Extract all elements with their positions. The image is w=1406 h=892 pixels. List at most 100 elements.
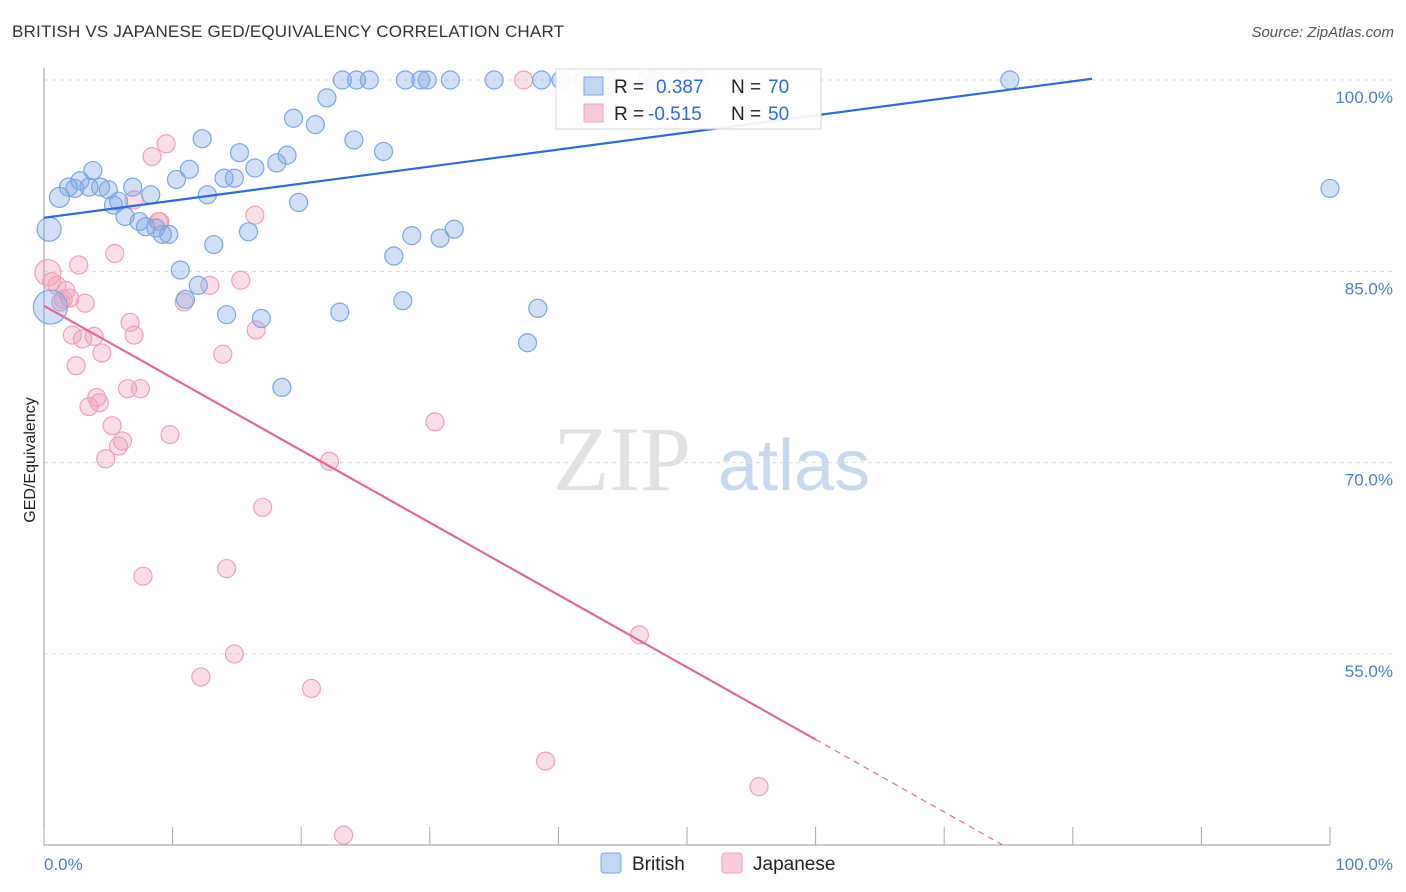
trend-lines [43, 77, 1093, 846]
british-point [267, 153, 287, 173]
british-point [36, 216, 62, 242]
japanese-point [69, 255, 89, 275]
japanese-point [191, 667, 211, 687]
british-point [373, 141, 394, 162]
y-tick-label-100: 100.0% [1335, 88, 1393, 107]
japanese-point [514, 70, 534, 90]
legend-british-r-value: 0.387 [656, 77, 704, 98]
x-tick-label-max: 100.0% [1335, 855, 1393, 874]
british-point [135, 217, 156, 237]
british-point [224, 168, 244, 188]
british-point [317, 88, 337, 108]
japanese-point [105, 243, 125, 264]
japanese-trend-extension [815, 738, 1004, 846]
japanese-point [89, 393, 109, 413]
british-point [444, 219, 464, 239]
british-point [283, 108, 304, 128]
british-trend-line [43, 77, 1093, 219]
watermark-zip: ZIP [553, 408, 691, 510]
japanese-point [319, 451, 340, 471]
watermark-atlas: atlas [718, 426, 870, 506]
bottom-legend-japanese: Japanese [753, 854, 835, 875]
japanese-points [34, 70, 769, 845]
british-point [83, 160, 103, 181]
british-point [289, 192, 309, 213]
british-point [272, 377, 292, 398]
british-point [344, 130, 364, 150]
british-point [238, 222, 259, 242]
british-point [330, 302, 350, 322]
japanese-point [75, 293, 95, 313]
y-tick-labels: 55.0% 70.0% 85.0% 100.0% [1335, 88, 1393, 681]
japanese-point [96, 449, 116, 469]
japanese-point [334, 825, 354, 845]
british-point [214, 168, 234, 188]
japanese-point [213, 344, 233, 364]
british-point [484, 70, 504, 90]
japanese-point [60, 288, 80, 308]
british-point [384, 246, 404, 266]
japanese-point [112, 431, 133, 451]
japanese-point [253, 497, 273, 517]
british-point [277, 145, 297, 165]
british-point [204, 234, 224, 255]
japanese-point [749, 777, 769, 797]
bottom-legend-swatch-british [600, 852, 622, 874]
japanese-point [425, 412, 445, 432]
british-point [359, 70, 379, 90]
british-point [417, 70, 437, 90]
japanese-point [535, 751, 556, 771]
japanese-point [246, 320, 266, 340]
british-point [332, 70, 352, 90]
japanese-point [217, 558, 237, 579]
x-ticks [43, 827, 1331, 845]
japanese-point [92, 343, 112, 363]
british-point [229, 143, 250, 163]
japanese-point [62, 325, 82, 345]
japanese-point [224, 644, 244, 664]
legend-japanese-r-label: R = [614, 104, 644, 125]
japanese-point [66, 356, 86, 376]
british-point [430, 228, 450, 248]
japanese-point [87, 388, 107, 408]
bottom-legend: British Japanese [600, 852, 835, 875]
british-point [159, 224, 179, 244]
british-point [32, 289, 69, 325]
japanese-point [130, 379, 151, 399]
japanese-point [142, 146, 162, 167]
british-point [179, 159, 199, 179]
british-point [129, 211, 149, 232]
japanese-point [108, 436, 129, 456]
british-point [192, 129, 212, 149]
chart-title: BRITISH VS JAPANESE GED/EQUIVALENCY CORR… [12, 22, 565, 41]
british-point [1320, 178, 1340, 199]
british-point [170, 260, 190, 280]
japanese-point [72, 329, 93, 349]
japanese-point [133, 566, 153, 586]
x-tick-label-min: 0.0% [44, 855, 83, 874]
legend-swatch-japanese [583, 103, 604, 123]
japanese-point [156, 134, 176, 154]
y-tick-label-55: 55.0% [1345, 662, 1393, 681]
british-point [440, 70, 460, 90]
y-tick-label-70: 70.0% [1345, 471, 1393, 490]
british-point [141, 185, 161, 205]
british-point [90, 177, 111, 197]
legend-box: R = 0.387 N = 70 R = -0.515 N = 50 [555, 68, 822, 130]
british-point [532, 70, 552, 90]
british-point [395, 70, 415, 90]
japanese-point [245, 205, 265, 225]
british-point [411, 70, 431, 90]
japanese-point [200, 275, 220, 295]
british-point [123, 177, 143, 197]
british-point [393, 291, 413, 311]
british-point [245, 158, 265, 178]
legend-british-n-value: 70 [768, 77, 789, 98]
legend-japanese-r-value: -0.515 [648, 104, 702, 125]
british-point [402, 226, 422, 246]
japanese-point [231, 270, 251, 290]
legend-japanese-n-label: N = [731, 104, 761, 125]
japanese-point [124, 325, 144, 345]
y-tick-label-85: 85.0% [1345, 279, 1393, 298]
